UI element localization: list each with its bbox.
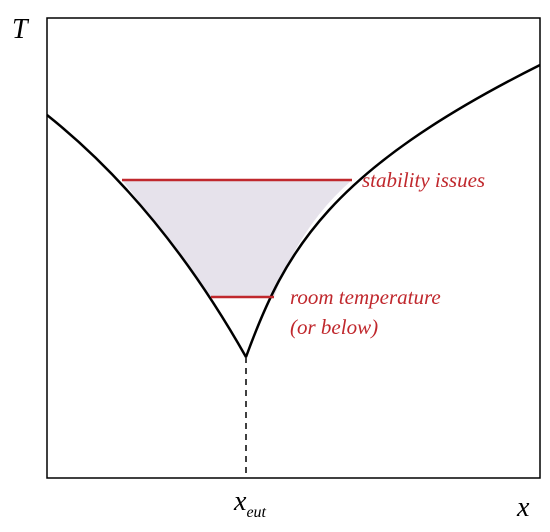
x-axis-label: x — [516, 492, 530, 523]
left-liquidus — [46, 114, 248, 358]
x-tick-main: x — [233, 486, 247, 517]
unstable-region — [122, 180, 352, 297]
annotation: room temperature — [290, 285, 441, 309]
plot-frame — [46, 17, 541, 479]
annotation: stability issues — [362, 168, 485, 192]
right-liquidus — [244, 63, 541, 358]
x-tick-subscript: eut — [246, 504, 266, 521]
y-axis-label: T — [12, 14, 30, 45]
x-tick-label: xeut — [233, 486, 267, 521]
annotation: (or below) — [290, 315, 378, 339]
